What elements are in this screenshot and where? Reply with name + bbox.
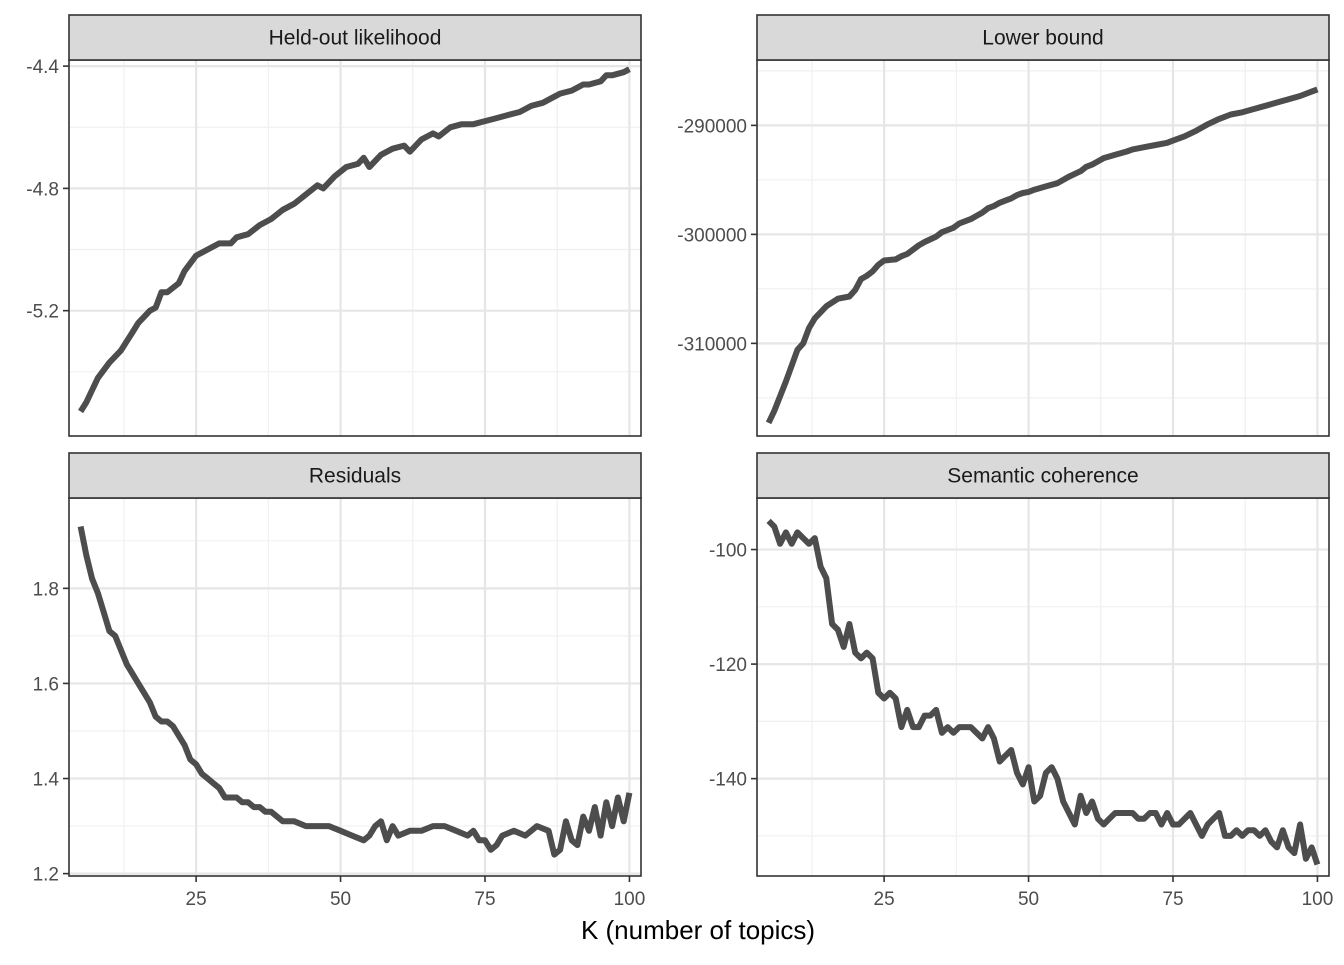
panel-0: Held-out likelihood -5.2 -4.8 -4.4 [26,14,642,437]
panel-background [757,60,1329,436]
series-line [77,525,633,858]
facet-strip-label: Semantic coherence [947,465,1138,488]
x-tick-label: 100 [614,889,646,910]
y-tick-label: -140 [709,770,747,791]
y-tick-label: 1.6 [33,674,59,695]
series-line [78,66,631,414]
series-line [765,86,1319,425]
facet-strip-label: Residuals [309,465,401,488]
panel-background [69,498,641,876]
x-axis-label: K (number of topics) [581,915,815,945]
facet-strip-label: Held-out likelihood [269,27,442,50]
panel-3: Semantic coherence -140 -120 -100 25 50 75 100 [709,452,1334,910]
y-tick-label: -100 [709,541,747,562]
y-tick-label: 1.8 [33,579,59,600]
y-tick-label: -310000 [677,334,747,355]
x-tick-label: 75 [474,889,495,910]
y-tick-label: 1.4 [33,770,60,791]
y-tick-label: -4.4 [26,57,59,78]
panel-2: Residuals 1.2 1.4 1.6 1.8 25 50 75 100 [33,452,646,910]
x-tick-label: 50 [1018,889,1039,910]
series-line [766,518,1321,866]
y-tick-label: -4.8 [26,179,59,200]
y-tick-label: 1.2 [33,865,59,886]
x-tick-label: 25 [874,889,895,910]
y-tick-label: -300000 [677,225,747,246]
y-tick-label: -120 [709,655,747,676]
x-tick-label: 75 [1162,889,1183,910]
panel-background [69,60,641,436]
facet-strip [68,14,642,61]
panel-background [757,498,1329,876]
facet-strip-label: Lower bound [982,27,1103,50]
y-tick-label: -5.2 [26,302,59,323]
x-tick-label: 50 [330,889,351,910]
facet-strip [756,14,1330,61]
y-tick-label: -290000 [677,116,747,137]
panel-1: Lower bound -310000 -300000 -290000 [677,14,1330,437]
x-tick-label: 100 [1302,889,1334,910]
facet-strip [756,452,1330,499]
facet-strip [68,452,642,499]
x-tick-label: 25 [186,889,207,910]
